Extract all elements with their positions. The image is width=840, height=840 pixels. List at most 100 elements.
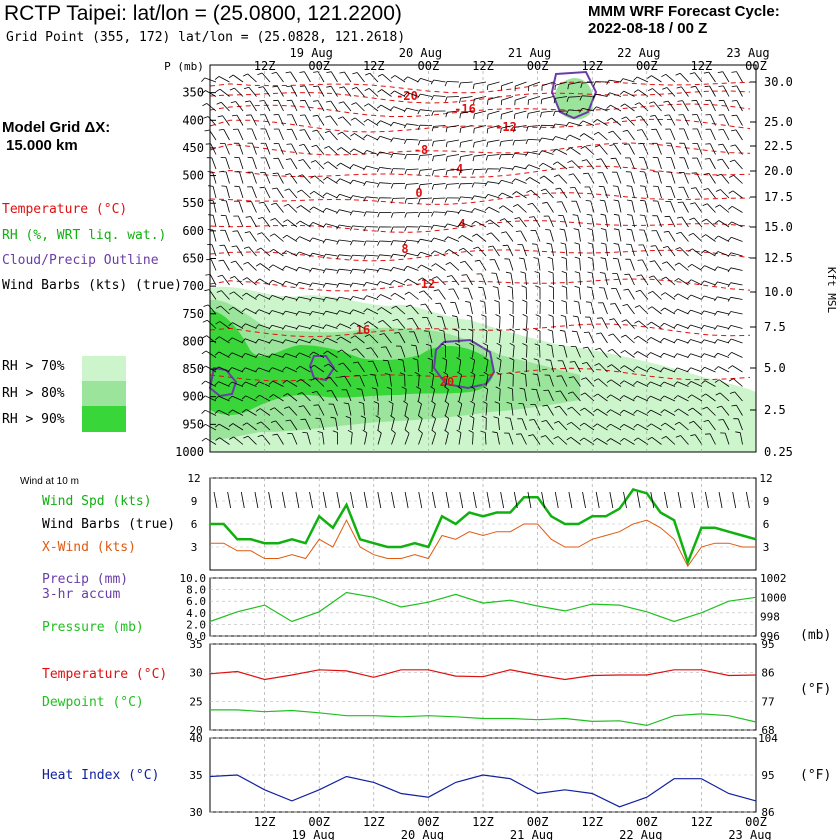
wind-barb-feather: [471, 220, 476, 225]
wind-barb: [460, 81, 473, 84]
wind-barb: [717, 281, 730, 286]
wind-barb-feather: [687, 263, 693, 268]
wind-barb-feather: [457, 386, 463, 390]
wind-barb-feather: [633, 351, 638, 355]
wind-barb-feather: [338, 362, 344, 366]
wind-barb: [339, 296, 352, 300]
wind-barb: [304, 114, 311, 126]
wind-barb: [291, 129, 298, 141]
wind-barb: [730, 325, 743, 329]
wind-barb: [497, 418, 500, 431]
wind-barb-feather: [325, 115, 331, 118]
wind-barb-feather: [268, 353, 273, 358]
wind-barb-feather: [567, 406, 573, 410]
wind-barb: [709, 85, 716, 97]
wind-barb: [533, 216, 541, 228]
wind-barb: [441, 316, 446, 329]
wind-barb-feather: [513, 204, 518, 207]
wind-barb-feather: [349, 322, 355, 327]
wind-barb-feather: [313, 404, 319, 406]
wind-barb-feather: [268, 367, 273, 372]
wind-barb-feather: [714, 296, 718, 302]
precip-tick-label: 0.0: [186, 630, 206, 643]
wind-barb: [223, 129, 230, 141]
wind-barb-feather: [646, 381, 651, 386]
wind-barb: [225, 171, 230, 184]
wind-barb: [344, 71, 352, 83]
wind-barb-feather: [727, 252, 732, 257]
wind-barb-feather: [597, 317, 603, 319]
wind-barb: [527, 125, 541, 127]
wind-barb: [290, 158, 298, 170]
wind-barb: [438, 289, 446, 300]
wind-barb-feather: [201, 77, 206, 82]
wind-barb-feather: [690, 85, 696, 88]
wind-barb: [596, 119, 608, 126]
wind-barb: [212, 215, 217, 228]
wind-barb: [352, 254, 365, 257]
wind-barb-feather: [417, 212, 421, 218]
wind-barb-feather: [727, 297, 732, 302]
wind-barb-feather: [606, 409, 611, 414]
wind-barb: [612, 349, 622, 358]
wind-barb: [210, 259, 217, 271]
wind-barb-feather: [592, 106, 597, 111]
wind-barb-feather: [349, 296, 354, 301]
wind-barb-feather: [299, 85, 305, 87]
wind-barb-feather: [322, 324, 327, 329]
rh90-region: [210, 310, 494, 415]
wind-barb: [690, 339, 703, 344]
wind-barb-feather: [508, 372, 514, 375]
wind-barb: [690, 324, 703, 329]
wind-barb: [514, 139, 527, 141]
wind-barb-feather: [687, 339, 691, 344]
wind-barb-feather: [458, 170, 461, 176]
wind-barb-feather: [539, 112, 542, 118]
wind-barb-feather: [268, 339, 273, 344]
wind-barb-feather: [511, 165, 516, 171]
wind-barb-feather: [309, 222, 314, 227]
wind-barb: [342, 116, 352, 126]
temperature-f-tick-label: 68: [761, 724, 774, 737]
wind-barb: [722, 419, 730, 431]
wind-barb-feather: [566, 421, 572, 426]
wind-barb: [683, 186, 689, 199]
wind-barb-feather: [295, 236, 300, 241]
wind-barb: [499, 316, 501, 329]
wind-10m-barb: [554, 491, 559, 509]
wind-barb: [667, 246, 676, 257]
wind-barb: [623, 437, 635, 445]
wind-barb-feather: [553, 174, 559, 178]
temperature-isotherm: [209, 81, 751, 94]
wind-barb-feather: [430, 237, 435, 243]
wind-barb: [435, 263, 446, 271]
wind-barb-feather: [457, 400, 463, 405]
wind-barb-feather: [633, 335, 639, 340]
wind-barb: [719, 204, 730, 213]
dewpoint-label: Dewpoint (°C): [42, 695, 144, 710]
wind-barb-feather: [704, 173, 710, 175]
wind-barb-feather: [295, 365, 301, 370]
wind-barb-feather: [716, 173, 722, 177]
wind-barb: [205, 395, 217, 402]
wind-barb: [379, 135, 392, 141]
wind-barb: [219, 321, 230, 329]
wind-barb: [597, 408, 608, 416]
wind-barb: [678, 408, 689, 416]
wind-barb: [448, 249, 460, 257]
wind-barb: [352, 296, 365, 300]
wind-barb-feather: [380, 346, 387, 348]
wind-barb: [249, 100, 257, 112]
wind-barb-feather: [269, 407, 275, 411]
wind-barb: [695, 86, 703, 97]
wind-barb-feather: [417, 109, 421, 115]
wind-barb: [706, 406, 716, 416]
wind-barb-feather: [379, 333, 385, 336]
wind-barb: [430, 345, 433, 358]
wind-barb-feather: [431, 110, 434, 116]
wind-barb: [407, 278, 419, 286]
wind-barb-feather: [483, 371, 489, 376]
wind-barb-feather: [539, 175, 545, 179]
wind-barb-feather: [459, 98, 461, 104]
wind-barb: [730, 311, 743, 315]
